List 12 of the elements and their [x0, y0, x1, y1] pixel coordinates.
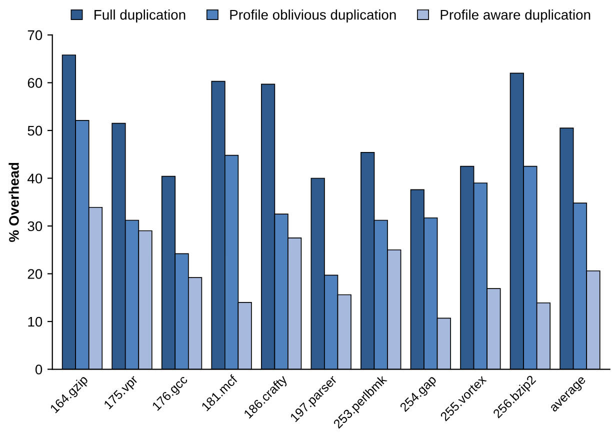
legend-label: Profile aware duplication — [440, 10, 590, 22]
y-tick-label: 50 — [28, 126, 42, 136]
y-axis-title: % Overhead — [8, 162, 19, 242]
y-tick-label: 30 — [28, 221, 42, 232]
y-tick-label: 40 — [28, 174, 42, 184]
y-tick-label: 10 — [28, 316, 42, 327]
legend-label: Full duplication — [94, 10, 186, 22]
legend-label: Profile oblivious duplication — [230, 10, 396, 22]
y-tick-label: 0 — [35, 364, 42, 374]
y-tick-label: 20 — [28, 269, 42, 279]
y-tick-label: 60 — [28, 78, 42, 88]
y-tick-label: 70 — [28, 30, 42, 40]
